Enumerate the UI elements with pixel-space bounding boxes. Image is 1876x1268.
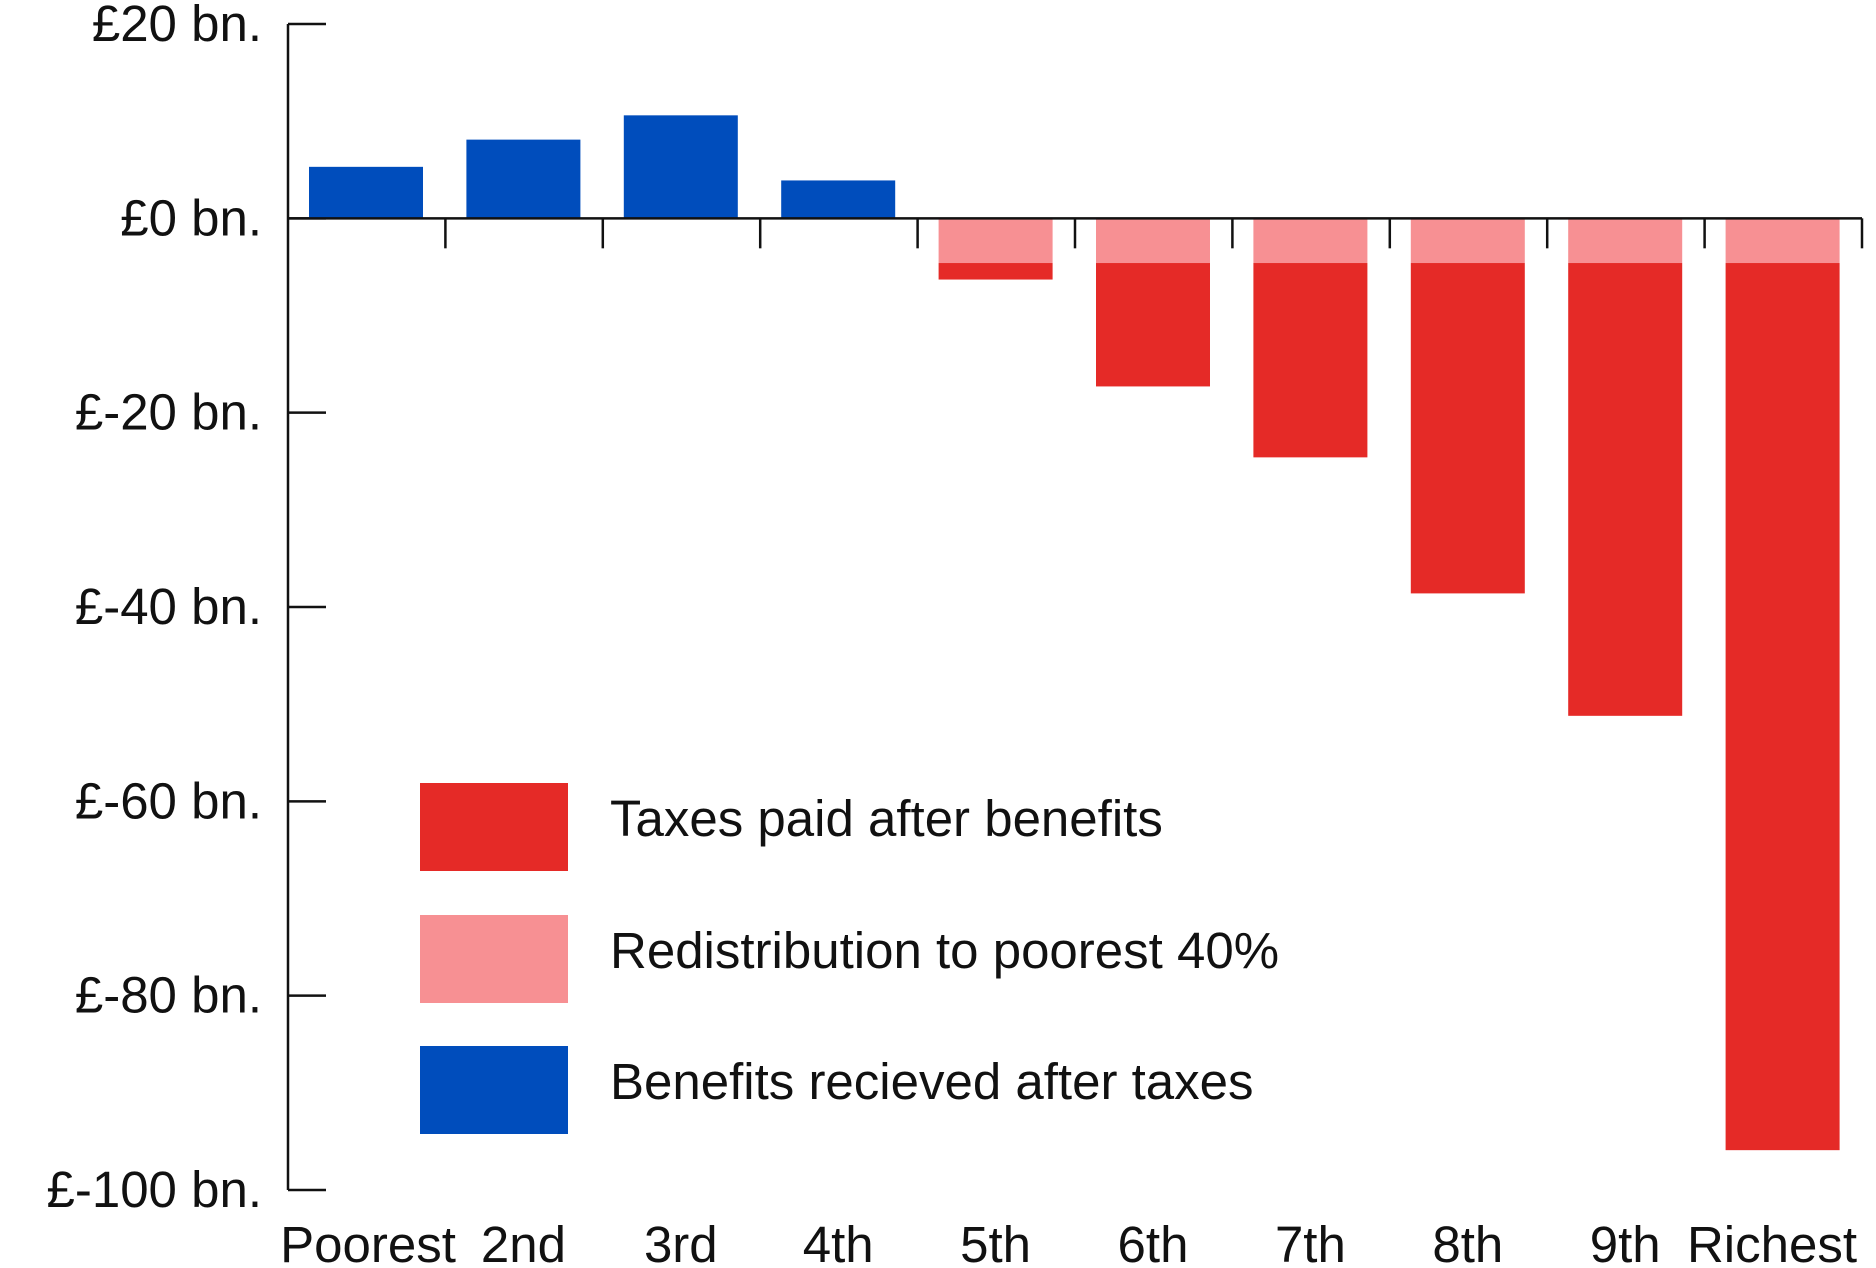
legend-swatch-redistribution <box>420 915 568 1003</box>
bar-taxes-8th <box>1410 263 1525 594</box>
bar-redistribution-5th <box>938 218 1053 264</box>
legend: Taxes paid after benefits Redistribution… <box>420 783 1279 1134</box>
bar-taxes-5th <box>938 263 1053 280</box>
bar-redistribution-9th <box>1568 218 1683 264</box>
bar-redistribution-8th <box>1410 218 1525 264</box>
x-tick-label: Richest <box>1687 1216 1857 1268</box>
bar-benefits-poorest <box>309 166 423 219</box>
y-tick-label: £20 bn. <box>92 0 262 52</box>
bar-taxes-richest <box>1725 263 1840 1151</box>
x-tick-label: Poorest <box>280 1216 456 1268</box>
x-tick-label: 2nd <box>481 1216 566 1268</box>
y-tick-label: £-60 bn. <box>75 772 262 829</box>
x-tick-label: 6th <box>1118 1216 1189 1268</box>
bar-redistribution-6th <box>1096 218 1210 264</box>
y-tick-label: £-40 bn. <box>75 578 262 635</box>
bar-taxes-7th <box>1253 263 1368 458</box>
bar-taxes-6th <box>1096 263 1210 387</box>
legend-label-benefits: Benefits recieved after taxes <box>610 1053 1254 1110</box>
x-tick-label: 4th <box>803 1216 874 1268</box>
x-tick-label: 9th <box>1590 1216 1661 1268</box>
x-tick-label: 3rd <box>644 1216 718 1268</box>
y-tick-label: £-20 bn. <box>75 384 262 441</box>
y-axis: £20 bn. £0 bn. £-20 bn. £-40 bn. £-60 bn. £-8… <box>46 0 326 1218</box>
bar-benefits-3rd <box>623 115 738 219</box>
bar-benefits-2nd <box>466 139 581 219</box>
y-tick-label: £-100 bn. <box>46 1161 262 1218</box>
bar-taxes-9th <box>1568 263 1683 716</box>
bar-benefits-4th <box>781 180 896 219</box>
bar-redistribution-richest <box>1725 218 1840 264</box>
x-axis: Poorest 2nd 3rd 4th 5th 6th 7th 8th 9th Richest <box>280 217 1864 1268</box>
legend-label-redistribution: Redistribution to poorest 40% <box>610 922 1279 979</box>
x-tick-label: 5th <box>960 1216 1031 1268</box>
bars <box>309 115 1840 1151</box>
x-tick-label: 8th <box>1432 1216 1503 1268</box>
x-tick-label: 7th <box>1275 1216 1346 1268</box>
bar-redistribution-7th <box>1253 218 1368 264</box>
legend-swatch-taxes <box>420 783 568 871</box>
legend-label-taxes: Taxes paid after benefits <box>610 790 1163 847</box>
legend-swatch-benefits <box>420 1046 568 1134</box>
y-tick-label: £0 bn. <box>120 189 262 246</box>
y-tick-label: £-80 bn. <box>75 967 262 1024</box>
